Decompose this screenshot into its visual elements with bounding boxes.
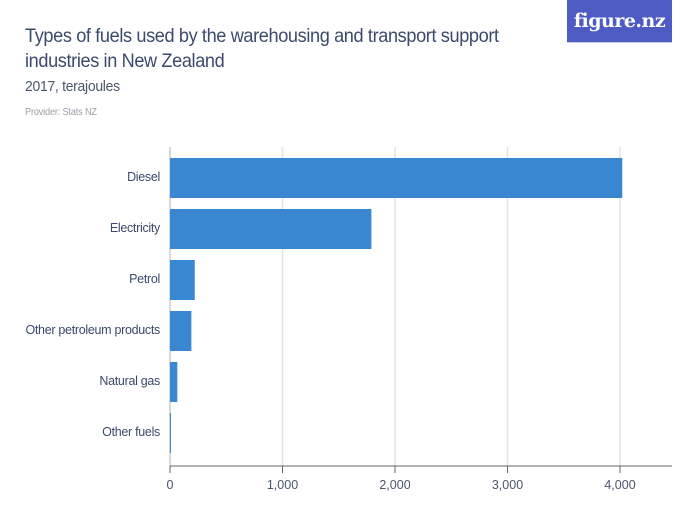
chart-title: Types of fuels used by the warehousing a… [25,25,499,72]
x-axis [169,465,672,473]
bar-other-fuels[interactable] [170,413,171,453]
figure-nz-logo[interactable]: figure.nz [567,0,672,43]
category-label: Diesel [127,170,160,184]
x-tick-label: 0 [166,478,174,492]
bar-other-petroleum-products[interactable] [170,311,192,351]
provider-credit: Provider: Stats NZ [25,107,97,118]
gridlines [169,147,621,466]
bar-electricity[interactable] [170,209,372,249]
category-label: Other petroleum products [25,323,160,337]
bar-petrol[interactable] [170,260,195,300]
category-label: Natural gas [99,374,160,388]
x-tick-label: 3,000 [491,478,524,492]
x-tick-label: 1,000 [266,478,299,492]
category-label: Other fuels [102,425,160,439]
bar-natural-gas[interactable] [170,362,178,402]
x-tick-label: 4,000 [604,478,636,492]
bar-diesel[interactable] [170,158,623,198]
chart-subtitle: 2017, terajoules [25,78,120,95]
bars [170,158,623,453]
x-tick-label: 2,000 [379,478,411,492]
logo-text: figure.nz [573,10,666,32]
category-label: Petrol [129,272,160,286]
category-label: Electricity [109,221,160,235]
